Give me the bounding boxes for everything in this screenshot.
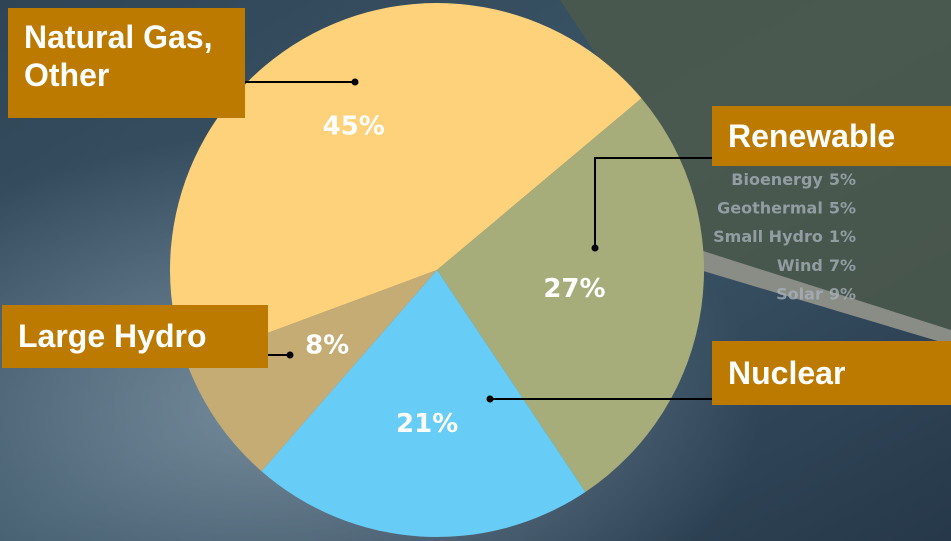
- value-label: 21%: [396, 409, 458, 439]
- callout-dot: [352, 79, 359, 86]
- breakdown-item: Bioenergy 5%: [731, 170, 856, 189]
- value-label: 8%: [305, 330, 349, 360]
- breakdown-value: 5%: [829, 198, 856, 217]
- breakdown-item: Solar 9%: [776, 284, 856, 303]
- breakdown-value: 9%: [829, 284, 856, 303]
- breakdown-name: Small Hydro: [713, 227, 823, 246]
- callout-dot: [487, 396, 494, 403]
- breakdown-value: 1%: [829, 227, 856, 246]
- category-label: Nuclear: [712, 341, 951, 405]
- breakdown-item: Geothermal 5%: [717, 198, 856, 217]
- breakdown-name: Geothermal: [717, 198, 823, 217]
- breakdown-item: Wind 7%: [777, 255, 856, 274]
- infographic: 45% 27% 21% 8% Bioenergy 5% Geothermal 5% Small …: [0, 0, 951, 541]
- callout-dot: [287, 352, 294, 359]
- value-label: 27%: [543, 274, 605, 304]
- callout-dot: [592, 245, 599, 252]
- value-label: 45%: [323, 111, 385, 141]
- breakdown-item: Small Hydro 1%: [713, 227, 856, 246]
- category-label: Natural Gas, Other: [8, 8, 245, 118]
- breakdown-name: Solar: [776, 284, 823, 303]
- category-label: Large Hydro: [2, 305, 268, 368]
- breakdown-value: 5%: [829, 170, 856, 189]
- breakdown-value: 7%: [829, 255, 856, 274]
- breakdown-name: Bioenergy: [731, 170, 823, 189]
- category-label: Renewable: [712, 106, 951, 166]
- breakdown-name: Wind: [777, 255, 823, 274]
